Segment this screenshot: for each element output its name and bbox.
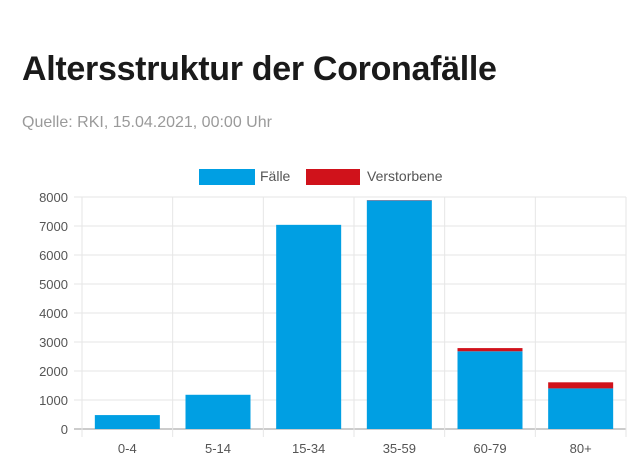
y-tick-label: 2000 <box>39 364 68 379</box>
y-tick-label: 0 <box>61 422 68 437</box>
y-axis: 0 1000 2000 3000 4000 5000 6000 7000 8000 <box>39 190 68 437</box>
x-tick-label: 80+ <box>570 441 592 456</box>
x-tick-label: 15-34 <box>292 441 325 456</box>
x-tick-label: 0-4 <box>118 441 137 456</box>
chart-legend: Fälle Verstorbene <box>199 168 443 185</box>
legend-label-0: Fälle <box>260 168 291 184</box>
bar-faelle-80+ <box>548 388 614 429</box>
bar-faelle-35-59 <box>366 200 432 429</box>
y-tick-label: 8000 <box>39 190 68 205</box>
bar-faelle-0-4 <box>94 415 160 429</box>
x-tick-label: 5-14 <box>205 441 231 456</box>
bar-faelle-15-34 <box>276 224 342 429</box>
y-tick-label: 5000 <box>39 277 68 292</box>
legend-label-1: Verstorbene <box>367 168 443 184</box>
bar-verstorbene-60-79 <box>457 348 523 352</box>
bar-verstorbene-80+ <box>548 382 614 389</box>
y-tick-label: 7000 <box>39 219 68 234</box>
y-tick-label: 6000 <box>39 248 68 263</box>
legend-swatch-1 <box>306 169 360 185</box>
y-tick-label: 4000 <box>39 306 68 321</box>
y-tick-label: 1000 <box>39 393 68 408</box>
y-tick-label: 3000 <box>39 335 68 350</box>
chart-grid <box>74 196 627 437</box>
chart-source: Quelle: RKI, 15.04.2021, 00:00 Uhr <box>22 114 272 131</box>
x-tick-label: 60-79 <box>473 441 506 456</box>
bar-faelle-60-79 <box>457 351 523 429</box>
x-axis: 0-4 5-14 15-34 35-59 60-79 80+ <box>118 441 592 456</box>
legend-swatch-0 <box>199 169 255 185</box>
chart-title: Altersstruktur der Coronafälle <box>22 50 497 88</box>
chart-bars <box>94 200 614 429</box>
x-tick-label: 35-59 <box>383 441 416 456</box>
bar-faelle-5-14 <box>185 394 251 429</box>
bar-chart: Fälle Verstorbene 0 1000 2000 3000 4000 5000 60… <box>39 168 627 456</box>
